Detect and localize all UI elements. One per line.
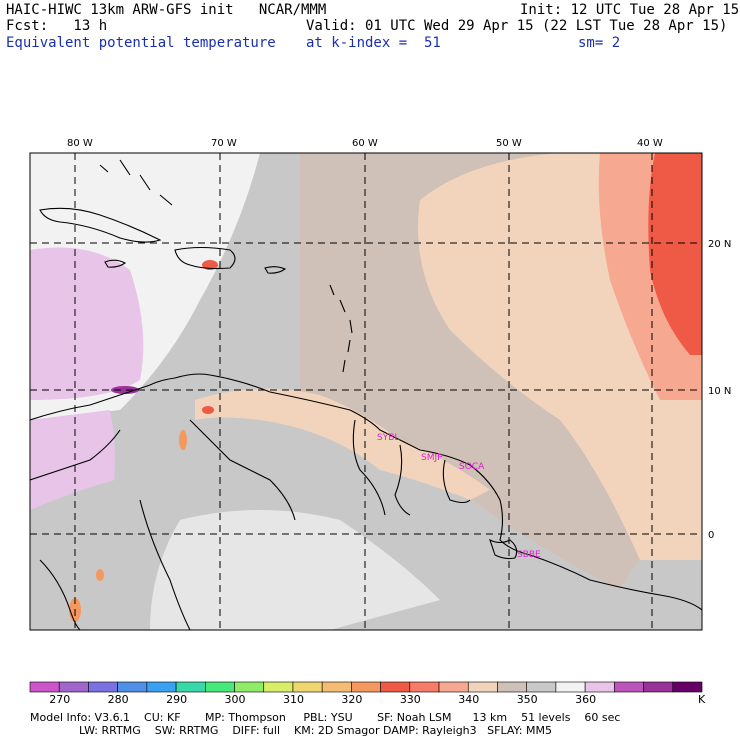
colorbar (29, 681, 703, 693)
colorbar-tick-label: 270 (49, 693, 71, 706)
colorbar-tick-label: 350 (516, 693, 538, 706)
lon-label-40w: 40 W (637, 138, 663, 149)
colorbar-swatch (409, 681, 440, 693)
lon-label-70w: 70 W (211, 138, 237, 149)
colorbar-swatch (234, 681, 265, 693)
footer-model-info-line1: Model Info: V3.6.1 CU: KF MP: Thompson P… (30, 711, 621, 724)
header-valid-line: Valid: 01 UTC Wed 29 Apr 15 (22 LST Tue … (306, 18, 728, 34)
colorbar-swatch (497, 681, 527, 693)
colorbar-tick-label: 290 (166, 693, 188, 706)
colorbar-swatch (555, 681, 586, 693)
colorbar-swatch (29, 681, 60, 693)
colorbar-swatch (88, 681, 118, 693)
colorbar-swatch (292, 681, 323, 693)
colorbar-tick-label: 310 (282, 693, 304, 706)
lon-label-60w: 60 W (352, 138, 378, 149)
lat-label-10n: 10 N (708, 386, 731, 397)
colorbar-swatch (146, 681, 177, 693)
colorbar-swatch (672, 681, 703, 693)
colorbar-swatch (438, 681, 469, 693)
header-fcst-line: Fcst: 13 h (6, 18, 108, 34)
colorbar-swatch (584, 681, 615, 693)
lon-label-50w: 50 W (496, 138, 522, 149)
colorbar-swatch (117, 681, 148, 693)
footer-model-info-line2: LW: RRTMG SW: RRTMG DIFF: full KM: 2D Sm… (30, 724, 552, 737)
colorbar-swatch (467, 681, 498, 693)
lat-label-20n: 20 N (708, 239, 731, 250)
colorbar-swatch (321, 681, 352, 693)
header-field-name: Equivalent potential temperature (6, 35, 276, 51)
station-smjp: SMJP (421, 453, 443, 463)
colorbar-tick-label: 320 (341, 693, 363, 706)
colorbar-swatch (58, 681, 89, 693)
colorbar-tick-label: 280 (107, 693, 129, 706)
colorbar-swatch (263, 681, 294, 693)
graticule (30, 153, 702, 630)
colorbar-swatch (380, 681, 411, 693)
colorbar-tick-label: 330 (399, 693, 421, 706)
colorbar-tick-label: 360 (575, 693, 597, 706)
colorbar-swatch (175, 681, 206, 693)
colorbar-swatch (614, 681, 644, 693)
lat-label-0: 0 (708, 530, 714, 541)
map-frame (29, 152, 703, 631)
colorbar-swatch (205, 681, 235, 693)
colorbar-tick-label: 300 (224, 693, 246, 706)
colorbar-unit: K (698, 693, 706, 706)
colorbar-swatch (526, 681, 557, 693)
header-smooth-line: sm= 2 (578, 35, 621, 51)
station-sbbe: SBBE (517, 550, 541, 560)
header-model-line: HAIC-HIWC 13km ARW-GFS init NCAR/MMM (6, 2, 327, 18)
header-init-line: Init: 12 UTC Tue 28 Apr 15 (520, 2, 740, 18)
station-sybl: SYBL (377, 433, 399, 443)
colorbar-tick-label: 340 (458, 693, 480, 706)
lon-label-80w: 80 W (67, 138, 93, 149)
header-level-line: at k-index = 51 (306, 35, 441, 51)
colorbar-swatch (643, 681, 674, 693)
colorbar-swatch (351, 681, 381, 693)
theta-e-field (30, 153, 702, 630)
station-soca: SOCA (459, 462, 485, 472)
coastlines (30, 159, 702, 630)
